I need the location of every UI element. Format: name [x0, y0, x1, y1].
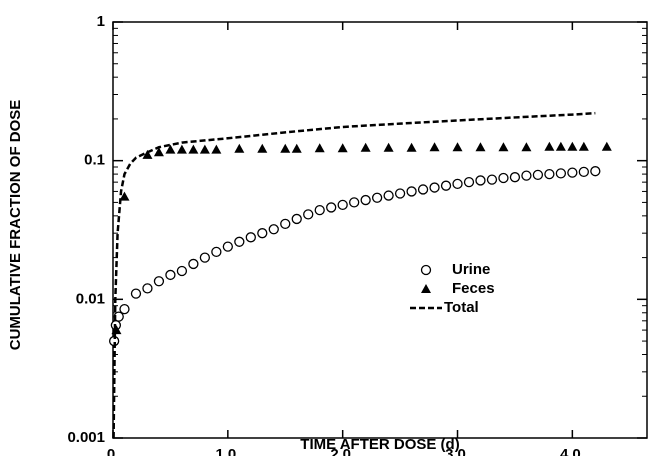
x-tick-label: 0 — [107, 446, 119, 456]
data-point — [291, 143, 302, 153]
total-line — [112, 111, 596, 439]
data-point — [486, 174, 498, 185]
data-point — [337, 199, 348, 211]
data-point — [394, 188, 406, 199]
x-tick-label: 10 — [215, 446, 240, 456]
data-point — [165, 269, 176, 281]
data-point — [153, 147, 164, 157]
data-point — [567, 167, 578, 178]
data-point — [360, 194, 371, 206]
data-point — [532, 169, 544, 181]
legend-label: Total — [444, 299, 479, 316]
data-point — [337, 143, 348, 153]
x-axis-label: TIME AFTER DOSE (d) — [300, 436, 459, 453]
data-point — [463, 176, 475, 188]
data-point — [130, 288, 142, 299]
data-point — [280, 143, 291, 153]
data-point — [119, 303, 130, 315]
data-point — [578, 141, 589, 151]
data-point — [268, 224, 279, 235]
data-point — [119, 191, 130, 201]
x-tick-label: 20 — [330, 446, 355, 456]
data-point — [567, 141, 578, 151]
data-point — [440, 180, 452, 191]
data-point — [590, 166, 601, 177]
data-point — [176, 265, 188, 277]
data-point — [475, 175, 486, 186]
legend-label: Feces — [452, 280, 495, 297]
data-point — [211, 144, 222, 154]
y-tick-label: 0.01 — [76, 290, 105, 307]
legend-swatch — [421, 284, 431, 293]
data-point — [257, 143, 268, 153]
data-point — [188, 258, 199, 270]
data-point — [383, 142, 394, 152]
legend-swatch — [420, 264, 432, 276]
data-point — [211, 246, 222, 258]
data-point — [509, 172, 521, 183]
x-tick-label: 30 — [445, 446, 470, 456]
data-point — [349, 197, 360, 208]
data-point — [111, 325, 122, 335]
y-axis-label: CUMULATIVE FRACTION OF DOSE — [7, 100, 24, 351]
data-point — [314, 204, 325, 216]
data-point — [222, 241, 233, 252]
data-point — [555, 141, 566, 151]
data-point — [303, 209, 314, 220]
y-tick-label: 0.1 — [84, 152, 105, 169]
data-point — [544, 168, 555, 180]
data-point — [475, 142, 486, 152]
data-point — [326, 202, 337, 213]
data-point — [498, 142, 509, 152]
data-point — [142, 283, 153, 294]
data-point — [452, 142, 463, 152]
data-point — [199, 252, 211, 263]
data-point — [417, 184, 429, 195]
data-point — [360, 142, 371, 152]
data-point — [452, 178, 463, 190]
data-point — [176, 144, 187, 154]
data-point — [280, 218, 291, 230]
data-point — [371, 192, 383, 203]
data-point — [142, 149, 153, 159]
y-tick-label: 0.001 — [67, 429, 105, 446]
x-tick-label: 40 — [560, 446, 585, 456]
y-tick-label: 1 — [97, 13, 105, 30]
data-point — [429, 142, 440, 152]
data-point — [521, 142, 532, 152]
plot-frame — [112, 21, 648, 439]
data-point — [234, 236, 245, 247]
data-point — [578, 166, 589, 178]
data-point — [555, 168, 567, 179]
data-point — [188, 144, 199, 154]
data-point — [429, 182, 440, 193]
data-point — [498, 172, 509, 184]
data-point — [234, 143, 245, 153]
data-point — [521, 170, 532, 181]
data-point — [314, 143, 325, 153]
legend-label: Urine — [452, 261, 490, 278]
data-point — [544, 141, 555, 151]
data-point — [383, 190, 394, 201]
data-point — [601, 141, 612, 151]
data-point — [199, 144, 210, 154]
data-point — [257, 228, 268, 239]
data-point — [291, 213, 302, 225]
data-point — [245, 232, 256, 243]
data-point — [165, 144, 176, 154]
data-point — [153, 276, 165, 287]
data-point — [406, 142, 417, 152]
data-point — [406, 186, 417, 197]
